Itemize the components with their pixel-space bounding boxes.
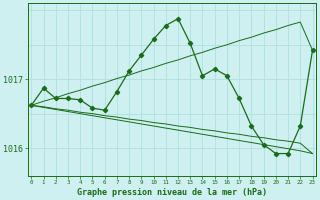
X-axis label: Graphe pression niveau de la mer (hPa): Graphe pression niveau de la mer (hPa) bbox=[77, 188, 267, 197]
